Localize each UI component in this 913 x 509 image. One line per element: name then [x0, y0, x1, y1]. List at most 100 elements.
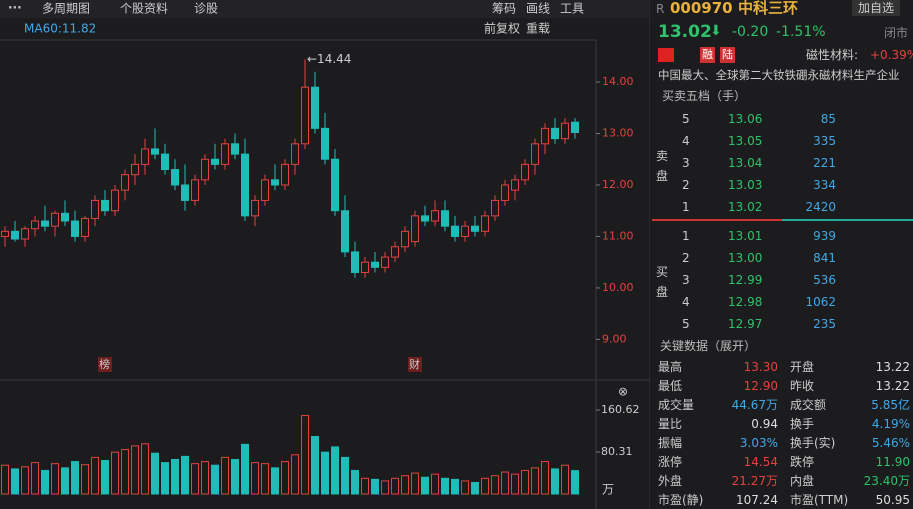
candle-body	[491, 199, 499, 217]
ma-label: MA60:11.82	[24, 22, 96, 36]
volume-bar	[471, 481, 479, 495]
candle-body	[531, 143, 539, 165]
key-label: 跌停	[790, 455, 815, 469]
candle-body	[251, 199, 259, 217]
key-label: 换手(实)	[790, 436, 836, 450]
y-tick-label: 14.00	[602, 75, 634, 88]
candle-body	[451, 225, 459, 237]
candle-body	[191, 179, 199, 201]
book-price: 13.06	[728, 112, 763, 126]
stock-name: 中科三环	[738, 0, 799, 17]
toolbar-button[interactable]: 个股资料	[120, 2, 168, 16]
volume-bar	[371, 478, 379, 495]
candle-body	[281, 163, 289, 186]
volume-bar	[161, 462, 169, 495]
volume-bar	[141, 443, 149, 495]
add-button[interactable]: 加自选	[852, 0, 901, 16]
candle-body	[41, 220, 49, 227]
candle-body	[421, 215, 429, 222]
volume-bar	[221, 456, 229, 495]
level: 1	[682, 229, 690, 243]
candle-body	[361, 261, 369, 273]
candle-body	[501, 184, 509, 201]
level: 2	[682, 251, 690, 265]
candle-body	[391, 246, 399, 258]
volume-bar	[131, 445, 139, 495]
y-tick-label: 9.00	[602, 332, 627, 345]
key-label: 内盘	[790, 474, 815, 488]
level: 4	[682, 295, 690, 309]
event-tag	[408, 357, 422, 372]
menu-icon: ···	[8, 1, 22, 15]
toolbar-button[interactable]: 重载	[526, 22, 550, 36]
candle-body	[101, 199, 109, 212]
event-tag	[98, 357, 112, 372]
volume-bar	[11, 468, 19, 495]
y-tick-label: 11.00	[602, 229, 634, 242]
volume-bar	[551, 468, 559, 495]
volume-bar	[281, 461, 289, 495]
y-tick-label: 13.00	[602, 127, 634, 140]
candle-body	[331, 158, 339, 212]
level: 5	[682, 112, 690, 126]
change: -0.20	[732, 24, 769, 40]
toolbar-button[interactable]: 画线	[526, 2, 550, 16]
book-price: 12.99	[728, 273, 763, 287]
volume-bar	[61, 467, 69, 495]
volume-bar	[351, 469, 359, 495]
quote-panel: R 000970 中科三环 加自选 13.02 ⬇ -0.20 -1.51% 闭市融陆磁性材料:…	[652, 0, 913, 509]
description: 中国最大、全球第二大钕铁硼永磁材料生产企业	[658, 68, 900, 82]
key-label: 量比	[658, 417, 683, 431]
high-marker: ←14.44	[307, 52, 351, 66]
candle-body	[21, 228, 29, 240]
candle-body	[81, 217, 89, 237]
volume-bar	[451, 478, 459, 495]
book-price: 13.01	[728, 229, 763, 243]
key-label: 开盘	[790, 360, 815, 374]
volume-bar	[441, 477, 449, 495]
toolbar-button[interactable]: 前复权	[484, 21, 520, 36]
toolbar-button[interactable]: 筹码	[492, 2, 516, 16]
section-header: 买卖五档（手）	[662, 89, 747, 103]
candle-body	[111, 189, 119, 212]
toolbar	[0, 0, 650, 18]
volume-bar	[41, 469, 49, 495]
flag	[658, 48, 674, 62]
volume-bar	[501, 471, 509, 495]
candle-body	[91, 199, 99, 219]
volume-bar	[401, 475, 409, 495]
volume-tick-label: 80.31	[601, 445, 633, 458]
volume-bar	[261, 463, 269, 495]
arrow: ⬇	[710, 23, 722, 39]
candle-body	[71, 220, 79, 237]
status: 闭市	[884, 26, 909, 40]
candle-body	[431, 210, 439, 222]
volume-bar	[101, 460, 109, 495]
toolbar-button[interactable]: 诊股	[194, 2, 218, 16]
candle-body	[371, 261, 379, 268]
key-label: 换手	[790, 417, 815, 431]
volume-bar	[341, 456, 349, 495]
candle-body	[151, 148, 159, 155]
key-label: 外盘	[658, 474, 683, 488]
volume-bar	[91, 456, 99, 495]
volume-bar	[461, 480, 469, 495]
volume-bar	[411, 472, 419, 495]
volume-bar	[291, 454, 299, 495]
candle-body	[561, 122, 569, 140]
section-header: 关键数据（展开）	[660, 339, 757, 353]
toolbar-button[interactable]: 工具	[560, 2, 584, 16]
change-pct: -1.51%	[776, 24, 826, 40]
volume-bar	[111, 451, 119, 495]
candle-body	[271, 179, 279, 186]
volume-tick-label: 160.62	[601, 403, 640, 416]
toolbar-button[interactable]: 多周期图	[42, 2, 90, 16]
key-label: 最高	[658, 360, 683, 374]
side-label: 卖盘	[656, 149, 669, 183]
key-label: 成交额	[790, 398, 827, 412]
side-label: 买盘	[656, 265, 669, 299]
separator	[652, 219, 782, 221]
volume-bar	[361, 477, 369, 495]
volume-bar	[521, 469, 529, 495]
